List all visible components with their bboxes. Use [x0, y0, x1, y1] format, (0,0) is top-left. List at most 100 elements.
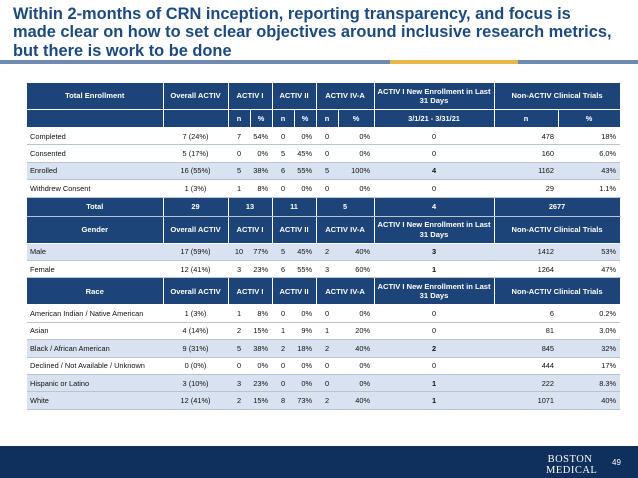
cell-activ-iva-pct: 40%	[338, 339, 375, 358]
col-header-activ-iv-a: ACTIV IV-A	[316, 216, 375, 244]
table-row: Withdrew Consent 1 (3%) 1 8% 0 0% 0 0% 0…	[27, 179, 621, 198]
col-header-overall-activ: Overall ACTIV	[163, 277, 229, 306]
col-header-non-activ: Non-ACTIV Clinical Trials	[494, 83, 621, 110]
row-label: Enrolled	[27, 162, 163, 181]
col-header-activ-i: ACTIV I	[228, 216, 273, 244]
cell-non-activ-pct: 17%	[558, 357, 621, 375]
cell-activ-i-pct: 0%	[250, 144, 273, 163]
table-row: White 12 (41%) 2 15% 8 73% 2 40% 1 1071 …	[27, 391, 621, 410]
cell-activ-i-n: 2	[228, 322, 250, 341]
cell-overall: 12 (41%)	[163, 260, 228, 279]
cell-activ-i-n: 3	[228, 260, 250, 279]
cell-overall: 12 (41%)	[163, 391, 228, 410]
cell-activ-i-n: 1	[228, 179, 250, 198]
cell-activ-ii-n: 0	[272, 304, 295, 323]
table-row: Hispanic or Latino 3 (10%) 3 23% 0 0% 0 …	[27, 374, 621, 393]
row-label: Declined / Not Available / Unknown	[27, 357, 163, 375]
cell-activ-ii-n: 0	[272, 374, 295, 393]
cell-activ-ii-n: 0	[272, 179, 295, 198]
table-row: Asian 4 (14%) 2 15% 1 9% 1 20% 0 81 3.0%	[27, 322, 621, 341]
cell-non-activ-pct: 32%	[558, 339, 621, 358]
boston-medical-logo: BOSTON MEDICAL	[546, 447, 598, 476]
cell-new-enrollment: 4	[374, 162, 495, 181]
total-overall: 29	[163, 197, 229, 217]
cell-non-activ-n: 29	[494, 179, 559, 198]
cell-activ-iva-pct: 40%	[338, 243, 375, 261]
cell-new-enrollment: 1	[374, 260, 495, 279]
subheader-n: n	[316, 109, 339, 128]
col-header-total-enrollment: Total Enrollment	[27, 83, 164, 110]
cell-overall: 1 (3%)	[163, 304, 228, 323]
cell-activ-i-pct: 8%	[250, 304, 273, 323]
table-row: Female 12 (41%) 3 23% 6 55% 3 60% 1 1264…	[27, 260, 621, 279]
total-label: Total	[27, 197, 164, 217]
row-label: Completed	[27, 127, 163, 146]
row-label: Male	[27, 243, 163, 261]
cell-activ-ii-pct: 73%	[294, 391, 317, 410]
col-header-new-enrollment: ACTIV I New Enrollment in Last 31 Days	[374, 216, 495, 244]
cell-activ-i-pct: 15%	[250, 391, 273, 410]
cell-activ-iva-pct: 0%	[338, 304, 375, 323]
col-header-overall-activ: Overall ACTIV	[163, 83, 229, 110]
cell-overall: 1 (3%)	[163, 179, 228, 198]
cell-overall: 0 (0%)	[163, 357, 228, 375]
cell-activ-i-n: 0	[228, 144, 250, 163]
cell-activ-ii-pct: 18%	[294, 339, 317, 358]
cell-new-enrollment: 0	[374, 357, 495, 375]
cell-activ-iva-n: 2	[316, 339, 339, 358]
cell-non-activ-n: 478	[494, 127, 559, 146]
cell-overall: 9 (31%)	[163, 339, 228, 358]
cell-activ-iva-n: 0	[316, 179, 339, 198]
col-header-activ-ii: ACTIV II	[272, 277, 317, 306]
table-row: Consented 5 (17%) 0 0% 5 45% 0 0% 0 160 …	[27, 144, 621, 163]
cell-activ-i-n: 3	[228, 374, 250, 393]
cell-activ-ii-pct: 0%	[294, 127, 317, 146]
logo-line-2: MEDICAL	[546, 465, 598, 476]
cell-activ-ii-pct: 0%	[294, 357, 317, 375]
cell-activ-iva-n: 3	[316, 260, 339, 279]
cell-activ-i-pct: 77%	[250, 243, 273, 261]
cell-activ-ii-n: 5	[272, 144, 295, 163]
row-label: White	[27, 391, 163, 410]
table-row: Enrolled 16 (55%) 5 38% 6 55% 5 100% 4 1…	[27, 162, 621, 181]
subheader-blank	[27, 109, 164, 128]
cell-non-activ-n: 444	[494, 357, 559, 375]
cell-activ-ii-pct: 0%	[294, 304, 317, 323]
cell-activ-i-pct: 23%	[250, 260, 273, 279]
col-header-non-activ: Non-ACTIV Clinical Trials	[494, 216, 621, 244]
subheader-pct: %	[338, 109, 375, 128]
cell-activ-i-pct: 38%	[250, 339, 273, 358]
total-activ-iva: 5	[316, 197, 375, 217]
cell-activ-iva-n: 5	[316, 162, 339, 181]
cell-new-enrollment: 0	[374, 179, 495, 198]
cell-activ-ii-n: 2	[272, 339, 295, 358]
cell-activ-ii-pct: 0%	[294, 179, 317, 198]
cell-non-activ-pct: 18%	[558, 127, 621, 146]
cell-activ-iva-n: 0	[316, 357, 339, 375]
cell-activ-ii-pct: 55%	[294, 260, 317, 279]
cell-activ-i-n: 0	[228, 357, 250, 375]
cell-activ-ii-n: 8	[272, 391, 295, 410]
cell-activ-ii-pct: 45%	[294, 243, 317, 261]
subheader-pct: %	[558, 109, 621, 128]
cell-new-enrollment: 3	[374, 243, 495, 261]
page-number: 49	[612, 458, 621, 467]
cell-activ-iva-pct: 20%	[338, 322, 375, 341]
col-header-activ-ii: ACTIV II	[272, 83, 317, 110]
subheader-n: n	[228, 109, 251, 128]
row-label: American Indian / Native American	[27, 304, 163, 323]
row-label: Withdrew Consent	[27, 179, 163, 198]
slide-title: Within 2-months of CRN inception, report…	[13, 5, 612, 60]
title-rule-steel-right	[518, 60, 638, 64]
subheader-date-range: 3/1/21 - 3/31/21	[374, 109, 495, 128]
cell-non-activ-pct: 6.0%	[558, 144, 621, 163]
cell-overall: 16 (55%)	[163, 162, 228, 181]
cell-activ-iva-n: 2	[316, 243, 339, 261]
cell-activ-ii-pct: 9%	[294, 322, 317, 341]
title-rule-gold	[390, 60, 518, 64]
col-header-activ-iv-a: ACTIV IV-A	[316, 277, 375, 306]
col-header-activ-i: ACTIV I	[228, 277, 273, 306]
cell-non-activ-pct: 3.0%	[558, 322, 621, 341]
cell-new-enrollment: 2	[374, 339, 495, 358]
cell-overall: 4 (14%)	[163, 322, 228, 341]
